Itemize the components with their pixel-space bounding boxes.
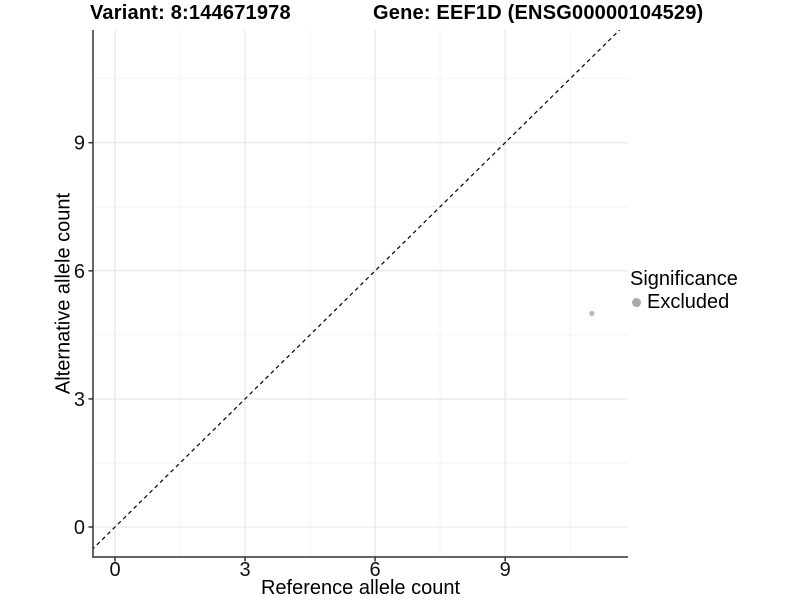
svg-text:0: 0: [109, 559, 120, 581]
svg-text:3: 3: [74, 389, 85, 411]
legend-entry-label: Excluded: [647, 291, 730, 313]
plot-title-gene: Gene: EEF1D (ENSG00000104529): [373, 2, 704, 24]
svg-text:9: 9: [500, 559, 511, 581]
svg-text:0: 0: [74, 517, 85, 539]
svg-text:9: 9: [74, 133, 85, 155]
svg-text:3: 3: [239, 559, 250, 581]
legend-entry-excluded: Excluded: [630, 291, 738, 313]
plot-title-variant: Variant: 8:144671978: [90, 2, 291, 24]
legend: Significance Excluded: [630, 268, 738, 313]
x-axis-title: Reference allele count: [260, 577, 460, 599]
legend-title: Significance: [630, 268, 738, 290]
excluded-point-icon: [632, 298, 641, 307]
y-axis-title: Alternative allele count: [52, 192, 75, 395]
svg-text:6: 6: [370, 559, 381, 581]
svg-text:6: 6: [74, 261, 85, 283]
